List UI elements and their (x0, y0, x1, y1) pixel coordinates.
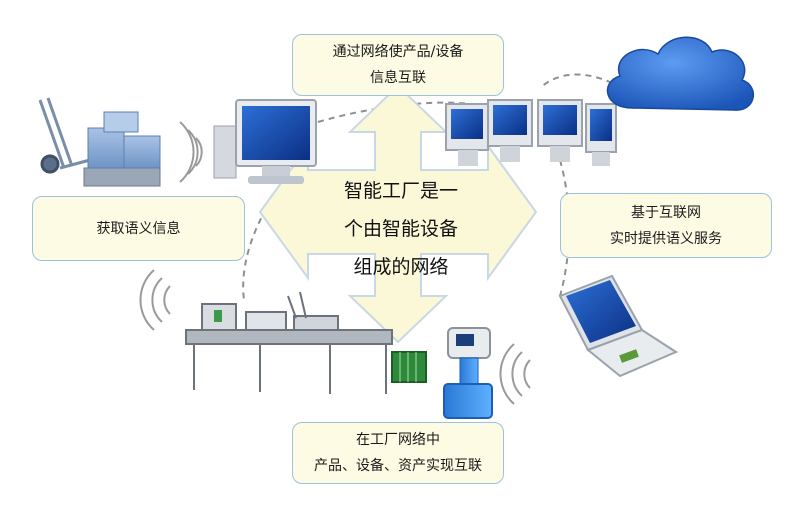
boxes-icon (83, 111, 161, 187)
wireless-signal-icon (179, 121, 203, 183)
center-statement-line3: 组成的网络 (353, 256, 449, 278)
info-box-left-line1: 获取语义信息 (96, 220, 181, 237)
info-box-right-line2: 实时提供语义服务 (610, 230, 722, 247)
laptop-icon (558, 274, 679, 378)
wireless-signal-icon (499, 343, 531, 405)
info-box-bottom: 在工厂网络中 产品、设备、资产实现互联 (292, 422, 504, 484)
hand-truck-icon (38, 97, 91, 174)
info-box-top-line2: 信息互联 (370, 70, 426, 86)
info-box-right-line1: 基于互联网 (631, 204, 701, 221)
info-box-bottom-line1: 在工厂网络中 (356, 432, 440, 448)
info-box-right: 基于互联网 实时提供语义服务 (560, 193, 772, 258)
info-box-top: 通过网络使产品/设备 信息互联 (292, 34, 504, 96)
wireless-signal-icon (139, 269, 171, 331)
server-monitors-icon (445, 99, 617, 166)
info-box-left: 获取语义信息 (32, 196, 245, 261)
center-statement: 智能工厂是一 个由智能设备 组成的网络 (316, 172, 486, 286)
center-statement-line2: 个由智能设备 (343, 218, 458, 240)
info-box-top-line1: 通过网络使产品/设备 (332, 44, 464, 60)
cloud-icon (606, 36, 755, 111)
four-way-arrow (258, 84, 538, 344)
production-line-icon (185, 291, 427, 394)
info-box-bottom-line2: 产品、设备、资产实现互联 (314, 458, 482, 474)
desktop-monitor-icon (213, 99, 317, 184)
center-statement-line1: 智能工厂是一 (343, 180, 458, 202)
flowmeter-icon (443, 327, 493, 419)
